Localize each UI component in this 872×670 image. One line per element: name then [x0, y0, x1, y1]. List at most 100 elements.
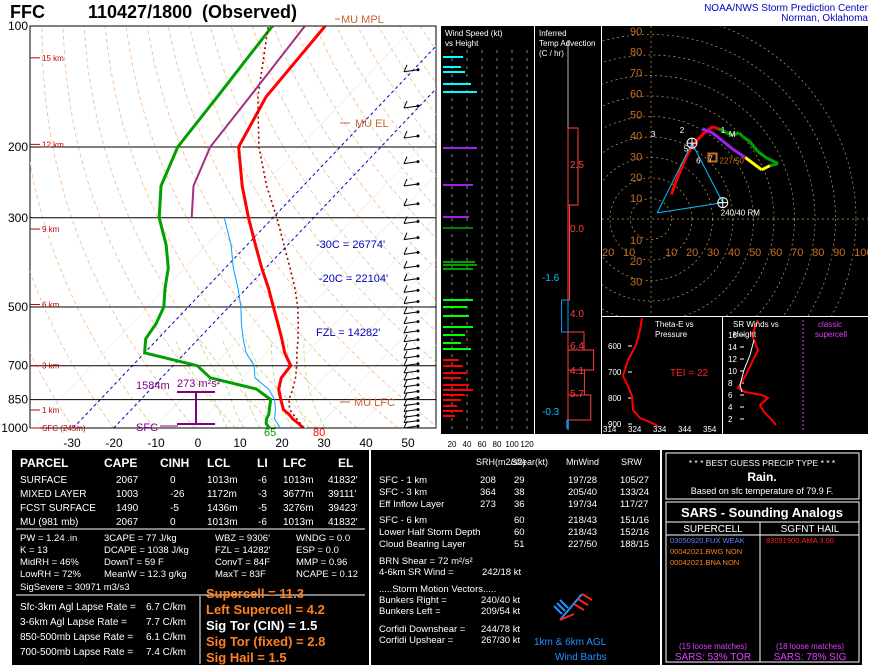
hodo-segment	[765, 156, 775, 163]
temp-advection-panel: Inferred Temp Advection (C / hr) 2.5 0.0 -…	[535, 26, 601, 434]
pressure-label: 1000	[1, 421, 28, 435]
moist-adiabat	[245, 338, 277, 428]
barb-flag	[403, 342, 408, 351]
theta-e-bg	[602, 317, 722, 434]
hodo-lm-line	[656, 142, 693, 214]
barb-flag	[403, 386, 408, 394]
pressure-label: 200	[8, 140, 28, 154]
datetime-label: 110427/1800	[88, 2, 192, 22]
sigsevere: SigSevere = 30971 m3/s3	[20, 582, 130, 593]
skewt-plot	[29, 25, 437, 429]
index-cell: PW = 1.24 .in	[20, 533, 77, 544]
temp-adv-units: (C / hr)	[539, 49, 564, 58]
barb-staff	[403, 384, 419, 388]
temp-label: 20	[275, 436, 289, 450]
parcel-header: LCL	[207, 456, 230, 470]
dry-adiabat	[30, 270, 115, 428]
srw-ylabel: 6	[728, 391, 733, 400]
barb-icon-flag	[581, 593, 593, 601]
barb-dot	[416, 408, 420, 412]
hodo-marker-label: 2	[680, 126, 685, 135]
hodograph-bg	[602, 26, 868, 316]
pressure-labels: 100 200 300 500 700 850 1000	[1, 19, 28, 435]
barb-dot	[416, 320, 420, 324]
srw-subtitle: Height	[733, 330, 757, 339]
wind-speed-axis: 20 40 60 80 100 120	[448, 440, 535, 449]
height-label: 9 km	[42, 225, 60, 234]
wind-speed-panel: Wind Speed (kt) vs Height 20 40 60 80 100 120	[441, 26, 534, 449]
barb-flag	[403, 216, 408, 224]
barb-flag	[403, 178, 408, 187]
barb-dot	[416, 250, 420, 254]
barb-icon-flag2	[559, 599, 569, 609]
hodo-xlabel: 70	[791, 247, 803, 259]
hodo-xlabel: 20	[602, 247, 614, 259]
parcel-cell: 0	[170, 475, 176, 486]
barb-staff	[403, 355, 419, 359]
srw-ylabel: 4	[728, 403, 733, 412]
parcel-cell: -6	[258, 517, 267, 528]
hodo-segment	[680, 152, 690, 169]
temp-adv-bars: 2.5 0.0 -1.6 4.0 6.4 4.1 5.7 -0.3	[542, 127, 595, 429]
temp-label: -30	[63, 436, 81, 450]
barb-flag	[403, 365, 408, 374]
lower-tables: PARCEL CAPE CINH LCL LI LFC EL SURFACE 2067 0 1013…	[16, 452, 860, 665]
hodo-motion-line	[691, 142, 724, 203]
barb-dot	[416, 346, 420, 350]
theta-ylabel: 700	[608, 368, 622, 377]
pressure-label: 850	[8, 393, 28, 407]
index-cell: MMP = 0.96	[296, 557, 347, 568]
barb-dot	[416, 264, 420, 268]
parcel-cell: 1003	[116, 489, 139, 500]
barb-flag	[403, 392, 408, 400]
ta-bar	[567, 127, 579, 206]
lapse-label: Sfc-3km Agl Lapse Rate =	[20, 602, 136, 613]
motion-label: Corfidi Downshear =	[379, 624, 466, 635]
hodo-segment	[761, 164, 771, 172]
dry-adiabat	[209, 26, 436, 363]
barb-staff	[403, 363, 419, 367]
srw-ylabel: 2	[728, 415, 733, 424]
parcel-cell: 1013m	[283, 475, 314, 486]
barb-dot	[416, 389, 420, 393]
barb-staff	[403, 289, 419, 293]
barb-dot	[416, 402, 420, 406]
hodo-segment	[712, 125, 720, 131]
barb-flag	[403, 273, 408, 281]
barb-dot	[416, 338, 420, 342]
kin-cell: SFC - 1 km	[379, 475, 427, 486]
hodo-xlabel: 80	[812, 247, 824, 259]
temp-label: 50	[401, 436, 415, 450]
dry-adiabat	[230, 26, 436, 332]
barb-dot	[416, 202, 420, 206]
index-cell: LowRH = 72%	[20, 569, 82, 580]
barb-flag	[403, 232, 408, 240]
param-value: Left Supercell = 4.2	[206, 602, 325, 617]
hodo-ring	[718, 26, 857, 316]
barb-icon-flag2	[553, 605, 563, 615]
kin-cell: 218/43	[568, 515, 597, 526]
kin-cell: 197/28	[568, 475, 597, 486]
parcel-cell: MIXED LAYER	[20, 489, 87, 500]
srw-note2: supercell	[815, 330, 847, 339]
parcel-cell: 41832'	[328, 475, 358, 486]
pressure-label: 100	[8, 19, 28, 33]
parcel-cell: 1013m	[207, 475, 238, 486]
index-cell: MeanW = 12.3 g/kg	[104, 569, 187, 580]
temp-adv-title: Inferred	[539, 29, 567, 38]
kin-cell: 117/27	[620, 499, 648, 510]
sars-hail-loose: (18 loose matches)	[776, 642, 844, 651]
barb-staff	[403, 347, 419, 351]
barb-flag	[403, 247, 408, 255]
barb-flag	[403, 306, 408, 315]
hodo-ylabel: 50	[630, 109, 642, 121]
hodo-rm-label: 240/40 RM	[721, 209, 760, 218]
motion-value: 240/40 kt	[481, 595, 520, 606]
kin-cell: Eff Inflow Layer	[379, 499, 444, 510]
barb-dot	[416, 376, 420, 380]
hodo-ring	[602, 75, 795, 316]
hodo-segment	[717, 127, 728, 135]
kin-cell: 38	[514, 487, 525, 498]
